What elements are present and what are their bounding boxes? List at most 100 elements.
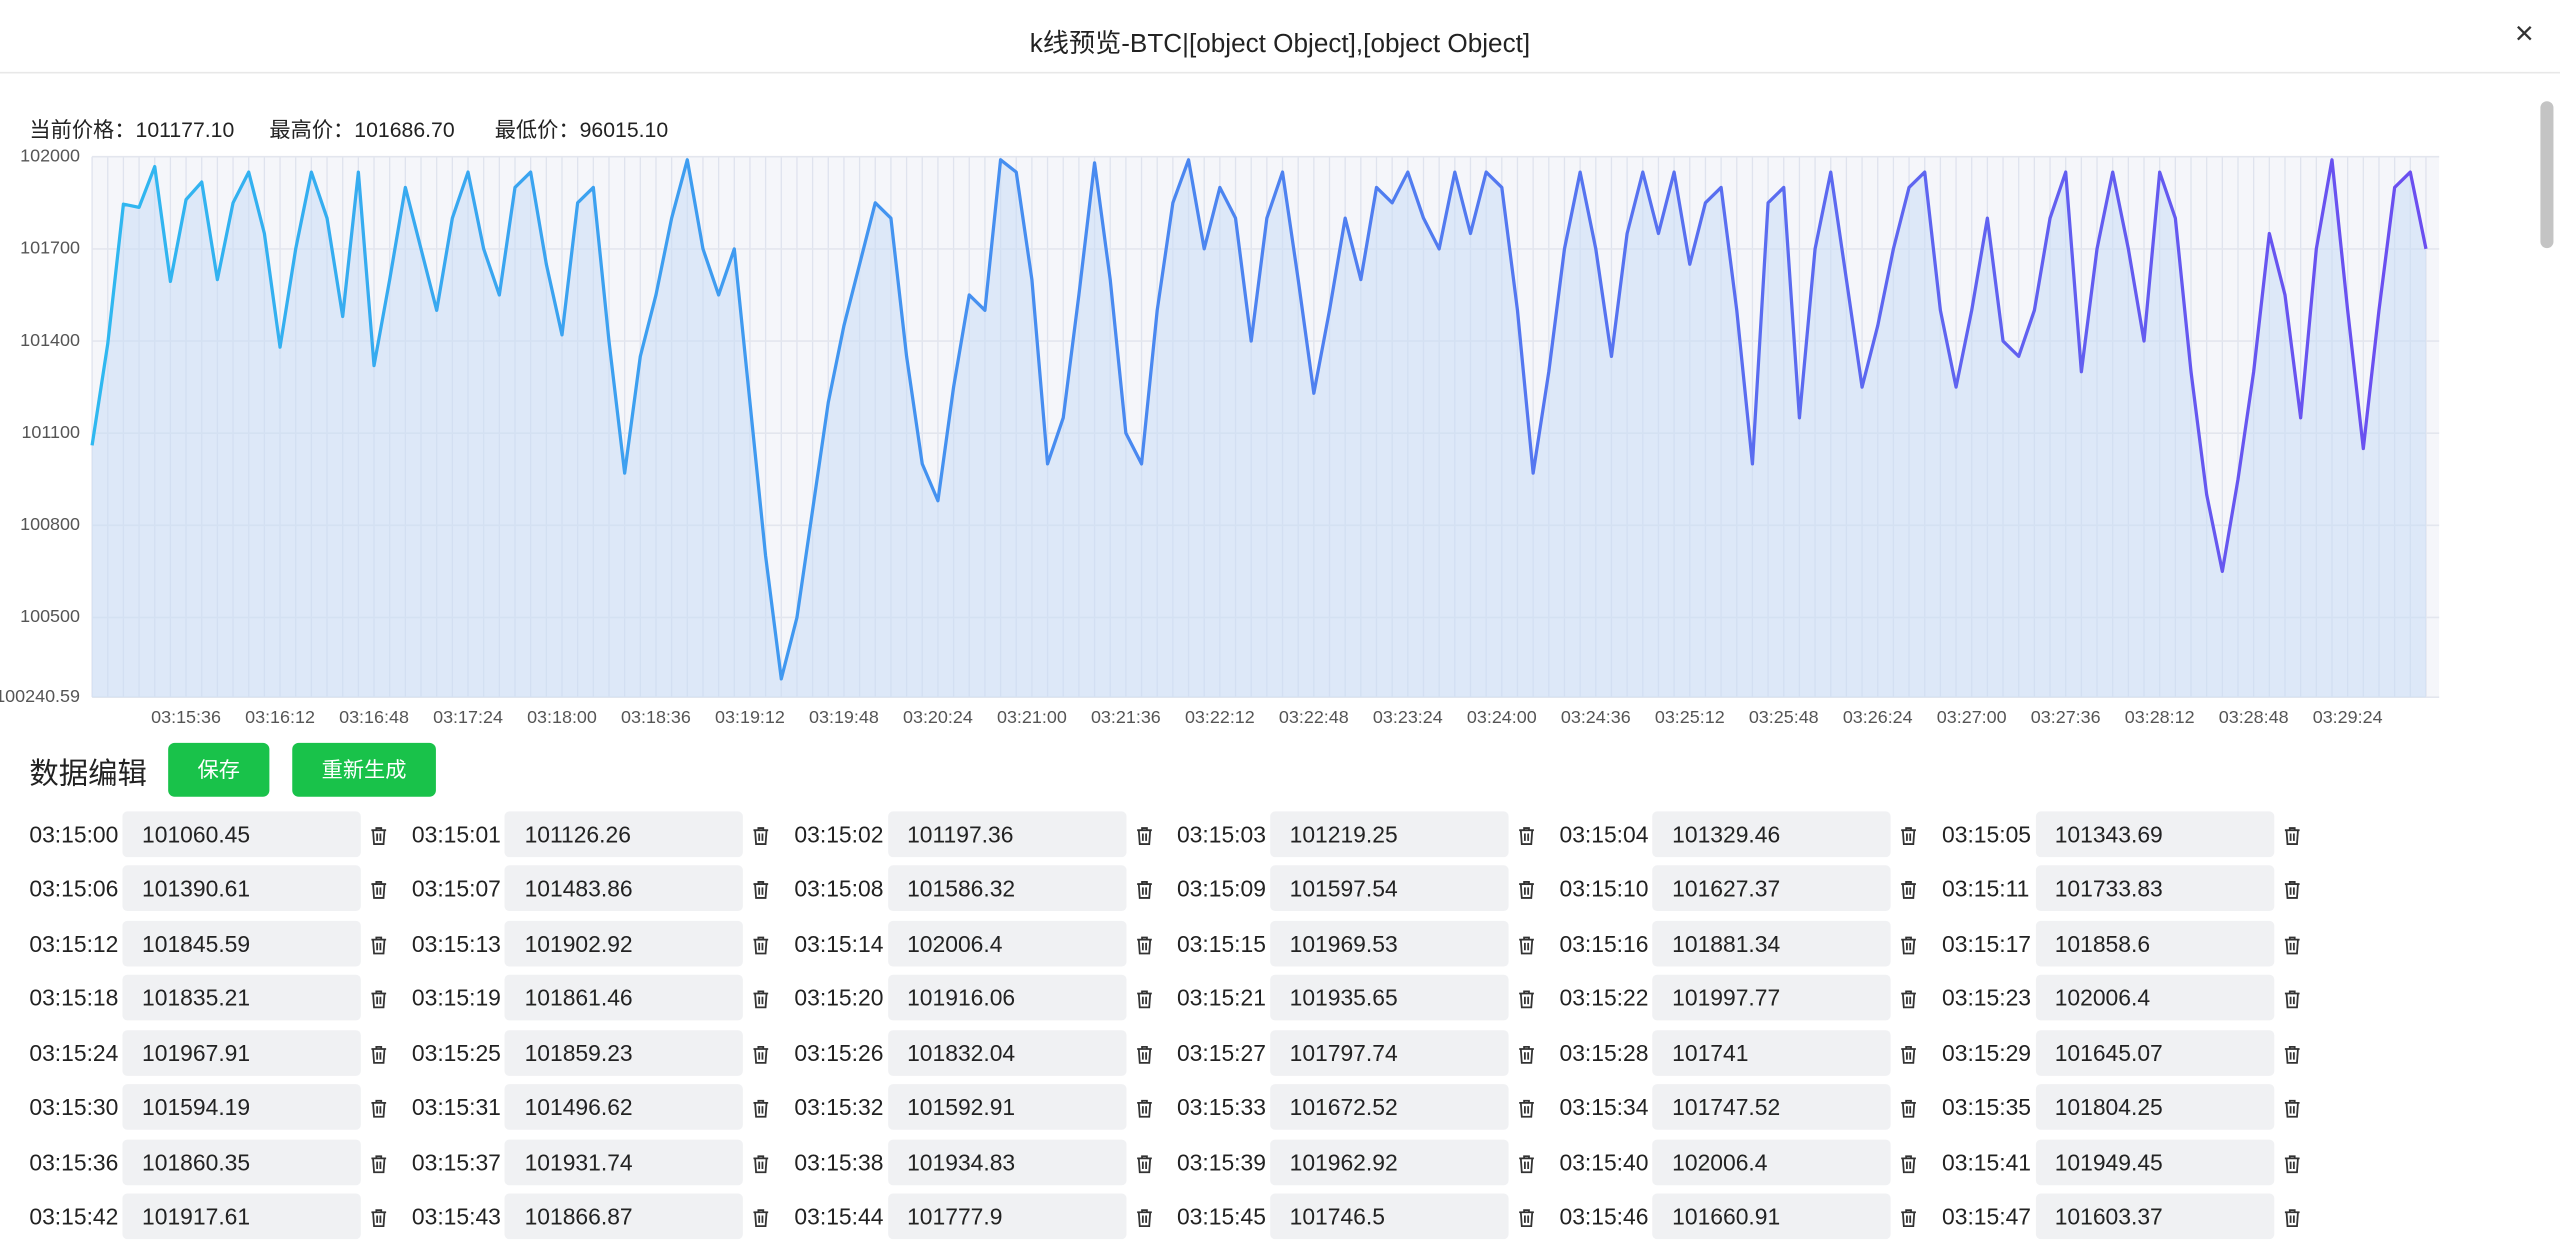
delete-icon[interactable] <box>1899 1098 1919 1118</box>
delete-icon[interactable] <box>2282 988 2302 1008</box>
delete-icon[interactable] <box>752 1207 772 1227</box>
value-input[interactable]: 101645.07 <box>2035 1030 2273 1076</box>
value-input[interactable]: 101746.5 <box>1270 1194 1508 1240</box>
delete-icon[interactable] <box>1517 1098 1537 1118</box>
delete-icon[interactable] <box>2282 879 2302 899</box>
value-input[interactable]: 101902.92 <box>505 921 743 967</box>
delete-icon[interactable] <box>369 1043 389 1063</box>
value-input[interactable]: 101329.46 <box>1653 811 1891 857</box>
value-input[interactable]: 101343.69 <box>2035 811 2273 857</box>
delete-icon[interactable] <box>2282 1152 2302 1172</box>
delete-icon[interactable] <box>369 988 389 1008</box>
delete-icon[interactable] <box>1134 1207 1154 1227</box>
value-input[interactable]: 101597.54 <box>1270 866 1508 912</box>
delete-icon[interactable] <box>369 1207 389 1227</box>
save-button[interactable]: 保存 <box>168 743 269 797</box>
delete-icon[interactable] <box>1899 1043 1919 1063</box>
value-input[interactable]: 101496.62 <box>505 1084 743 1130</box>
delete-icon[interactable] <box>1517 824 1537 844</box>
value-input[interactable]: 101060.45 <box>122 811 360 857</box>
value-input[interactable]: 101219.25 <box>1270 811 1508 857</box>
value-input[interactable]: 101931.74 <box>505 1139 743 1185</box>
value-input[interactable]: 101747.52 <box>1653 1084 1891 1130</box>
value-input[interactable]: 101835.21 <box>122 975 360 1021</box>
value-input[interactable]: 101917.61 <box>122 1194 360 1240</box>
value-input[interactable]: 101733.83 <box>2035 866 2273 912</box>
value-input[interactable]: 101934.83 <box>887 1139 1125 1185</box>
value-input[interactable]: 101777.9 <box>887 1194 1125 1240</box>
value-input[interactable]: 101804.25 <box>2035 1084 2273 1130</box>
value-input[interactable]: 101390.61 <box>122 866 360 912</box>
delete-icon[interactable] <box>2282 934 2302 954</box>
value-input[interactable]: 101660.91 <box>1653 1194 1891 1240</box>
value-input[interactable]: 101860.35 <box>122 1139 360 1185</box>
delete-icon[interactable] <box>1134 879 1154 899</box>
delete-icon[interactable] <box>752 879 772 899</box>
delete-icon[interactable] <box>1517 1152 1537 1172</box>
value-input[interactable]: 101672.52 <box>1270 1084 1508 1130</box>
value-input[interactable]: 101603.37 <box>2035 1194 2273 1240</box>
value-input[interactable]: 102006.4 <box>2035 975 2273 1021</box>
delete-icon[interactable] <box>1517 1043 1537 1063</box>
value-input[interactable]: 101866.87 <box>505 1194 743 1240</box>
value-input[interactable]: 101832.04 <box>887 1030 1125 1076</box>
value-input[interactable]: 102006.4 <box>887 921 1125 967</box>
delete-icon[interactable] <box>1899 879 1919 899</box>
value-input[interactable]: 101881.34 <box>1653 921 1891 967</box>
delete-icon[interactable] <box>1134 988 1154 1008</box>
value-input[interactable]: 101861.46 <box>505 975 743 1021</box>
value-input[interactable]: 101859.23 <box>505 1030 743 1076</box>
value-input[interactable]: 102006.4 <box>1653 1139 1891 1185</box>
regenerate-button[interactable]: 重新生成 <box>292 743 436 797</box>
delete-icon[interactable] <box>1134 824 1154 844</box>
delete-icon[interactable] <box>369 1152 389 1172</box>
delete-icon[interactable] <box>1517 988 1537 1008</box>
delete-icon[interactable] <box>1134 1098 1154 1118</box>
scrollbar[interactable] <box>2540 101 2553 248</box>
value-input[interactable]: 101916.06 <box>887 975 1125 1021</box>
delete-icon[interactable] <box>1517 934 1537 954</box>
delete-icon[interactable] <box>2282 1207 2302 1227</box>
value-input[interactable]: 101858.6 <box>2035 921 2273 967</box>
delete-icon[interactable] <box>1134 1152 1154 1172</box>
delete-icon[interactable] <box>1899 934 1919 954</box>
delete-icon[interactable] <box>1899 988 1919 1008</box>
delete-icon[interactable] <box>1517 879 1537 899</box>
delete-icon[interactable] <box>1134 1043 1154 1063</box>
value-input[interactable]: 101126.26 <box>505 811 743 857</box>
delete-icon[interactable] <box>752 1043 772 1063</box>
value-input[interactable]: 101949.45 <box>2035 1139 2273 1185</box>
time-label: 03:15:01 <box>412 811 501 857</box>
delete-icon[interactable] <box>1134 934 1154 954</box>
value-input[interactable]: 101197.36 <box>887 811 1125 857</box>
delete-icon[interactable] <box>369 934 389 954</box>
value-input[interactable]: 101935.65 <box>1270 975 1508 1021</box>
value-input[interactable]: 101627.37 <box>1653 866 1891 912</box>
delete-icon[interactable] <box>2282 1043 2302 1063</box>
value-input[interactable]: 101741 <box>1653 1030 1891 1076</box>
delete-icon[interactable] <box>752 824 772 844</box>
delete-icon[interactable] <box>1899 1152 1919 1172</box>
delete-icon[interactable] <box>752 1098 772 1118</box>
value-input[interactable]: 101969.53 <box>1270 921 1508 967</box>
value-input[interactable]: 101845.59 <box>122 921 360 967</box>
delete-icon[interactable] <box>752 934 772 954</box>
value-input[interactable]: 101997.77 <box>1653 975 1891 1021</box>
delete-icon[interactable] <box>1517 1207 1537 1227</box>
delete-icon[interactable] <box>369 824 389 844</box>
delete-icon[interactable] <box>1899 1207 1919 1227</box>
delete-icon[interactable] <box>369 879 389 899</box>
value-input[interactable]: 101962.92 <box>1270 1139 1508 1185</box>
value-input[interactable]: 101797.74 <box>1270 1030 1508 1076</box>
delete-icon[interactable] <box>752 1152 772 1172</box>
delete-icon[interactable] <box>752 988 772 1008</box>
value-input[interactable]: 101594.19 <box>122 1084 360 1130</box>
value-input[interactable]: 101483.86 <box>505 866 743 912</box>
value-input[interactable]: 101592.91 <box>887 1084 1125 1130</box>
delete-icon[interactable] <box>1899 824 1919 844</box>
delete-icon[interactable] <box>369 1098 389 1118</box>
value-input[interactable]: 101586.32 <box>887 866 1125 912</box>
value-input[interactable]: 101967.91 <box>122 1030 360 1076</box>
delete-icon[interactable] <box>2282 1098 2302 1118</box>
delete-icon[interactable] <box>2282 824 2302 844</box>
